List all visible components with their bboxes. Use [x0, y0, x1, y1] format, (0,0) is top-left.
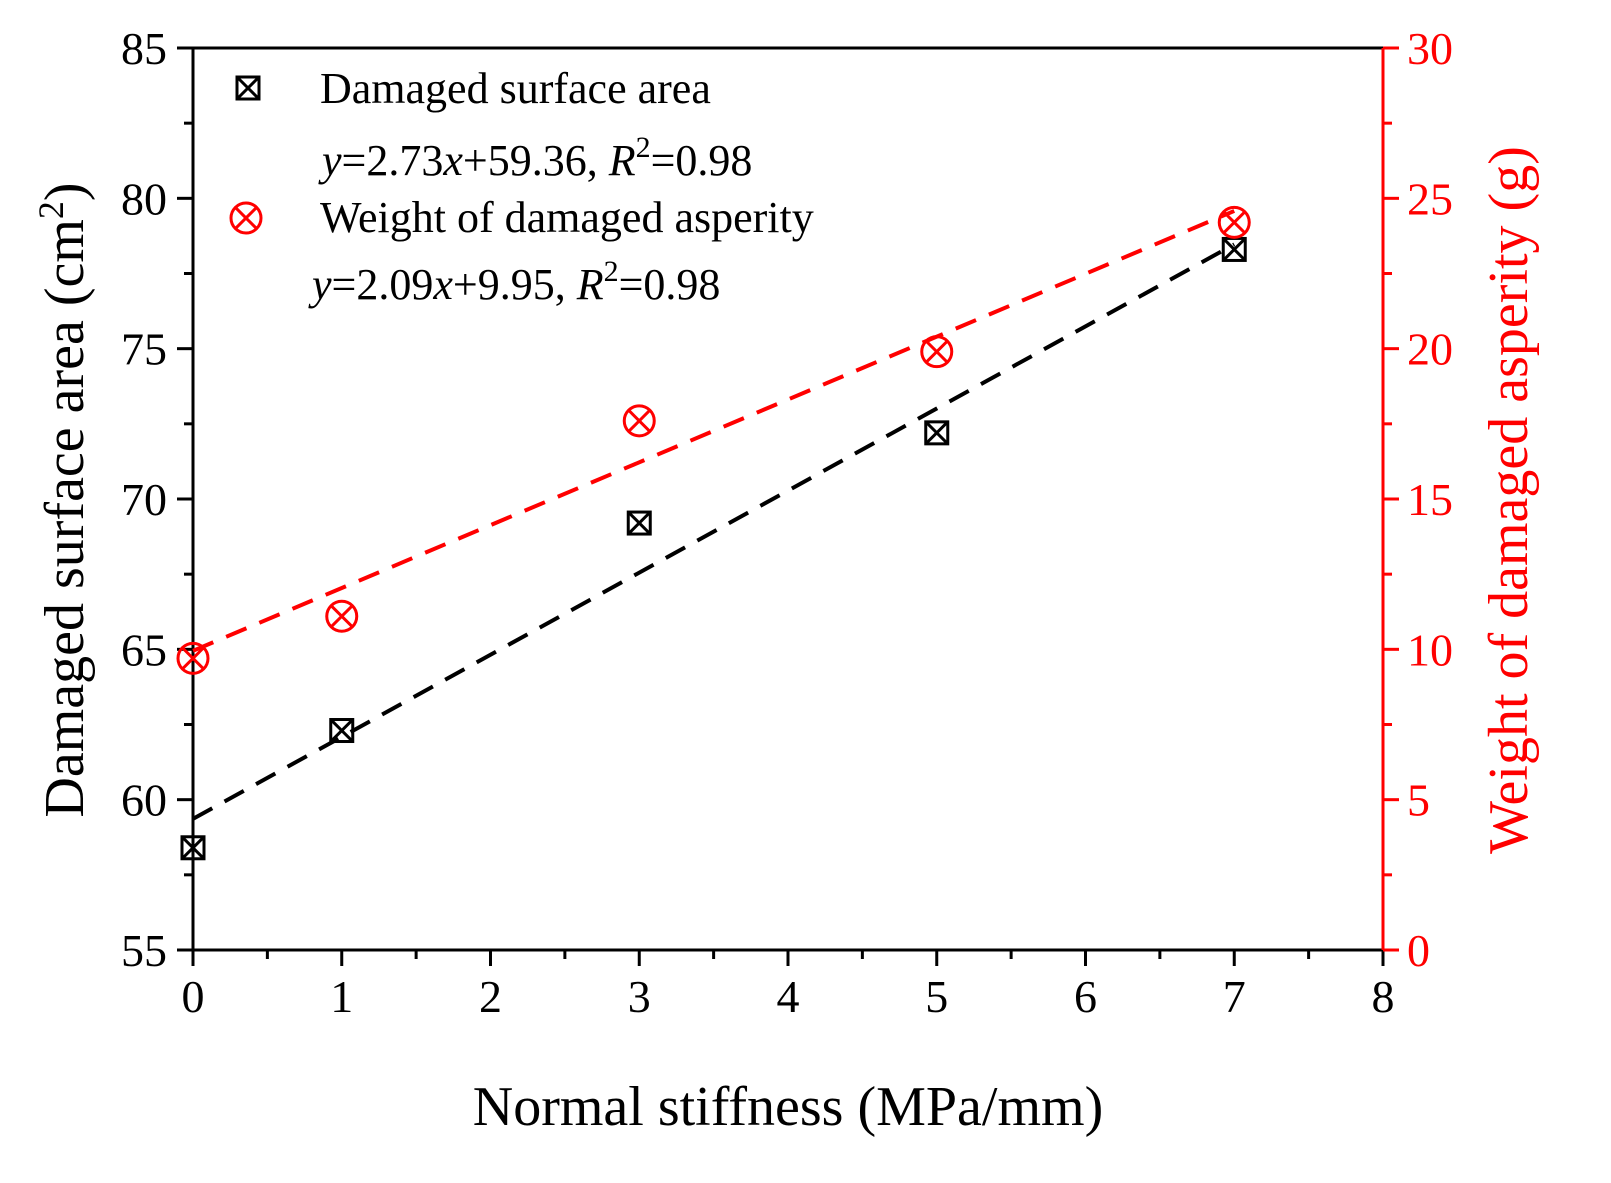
- y-left-axis: 55 60 65 70 75 80 85: [121, 23, 193, 976]
- x-tick-label: 2: [479, 971, 502, 1022]
- y-left-tick-label: 55: [121, 925, 167, 976]
- marker-circle: [920, 335, 954, 369]
- y-right-tick-label: 0: [1407, 925, 1430, 976]
- marker-circle: [229, 201, 263, 235]
- marker-circle: [622, 404, 656, 438]
- legend-equation-surface-area: y=2.73x+59.36, R2=0.98: [318, 131, 752, 185]
- y-left-tick-label: 60: [121, 775, 167, 826]
- legend-marker-weight: [229, 201, 263, 235]
- marker-circle: [1217, 205, 1251, 239]
- point-surface-area: [329, 718, 355, 744]
- x-tick-label: 3: [628, 971, 651, 1022]
- point-surface-area: [1221, 236, 1247, 262]
- x-tick-label: 4: [777, 971, 800, 1022]
- y-left-tick-label: 75: [121, 324, 167, 375]
- legend-label-surface-area: Damaged surface area: [320, 64, 711, 113]
- x-tick-label: 6: [1074, 971, 1097, 1022]
- y-left-tick-label: 70: [121, 474, 167, 525]
- y-left-tick-label: 80: [121, 173, 167, 224]
- marker-cross: [925, 340, 949, 364]
- marker-box: [329, 718, 355, 744]
- data-points: [176, 205, 1251, 861]
- y-right-tick-label: 15: [1407, 474, 1453, 525]
- y-right-tick-label: 25: [1407, 173, 1453, 224]
- y-right-axis-title: Weight of damaged asperity (g): [1478, 146, 1540, 854]
- y-right-tick-label: 5: [1407, 775, 1430, 826]
- marker-circle: [325, 599, 359, 633]
- point-weight: [1217, 205, 1251, 239]
- x-tick-label: 1: [330, 971, 353, 1022]
- x-tick-label: 0: [182, 971, 205, 1022]
- marker-box: [180, 835, 206, 861]
- point-weight: [176, 641, 210, 675]
- marker-box: [924, 420, 950, 446]
- y-right-axis: 0 5 10 15 20 25 30: [1383, 23, 1453, 976]
- x-tick-label: 8: [1372, 971, 1395, 1022]
- marker-cross: [329, 718, 354, 743]
- marker-cross: [181, 646, 205, 671]
- marker-cross: [1222, 210, 1246, 235]
- marker-box: [235, 75, 261, 101]
- y-left-tick-label: 65: [121, 624, 167, 675]
- fit-lines: [192, 209, 1236, 821]
- y-right-tick-label: 10: [1407, 624, 1453, 675]
- marker-circle: [176, 641, 210, 675]
- legend-label-weight: Weight of damaged asperity: [320, 193, 814, 242]
- marker-cross: [627, 409, 651, 433]
- fit-line-surface-area: [192, 242, 1236, 821]
- x-tick-label: 5: [925, 971, 948, 1022]
- x-tick-label: 7: [1223, 971, 1246, 1022]
- point-weight: [325, 599, 359, 633]
- marker-cross: [330, 604, 354, 628]
- point-weight: [920, 335, 954, 369]
- y-right-tick-label: 30: [1407, 23, 1453, 74]
- legend-equation-weight: y=2.09x+9.95, R2=0.98: [308, 255, 720, 309]
- marker-box: [626, 510, 652, 536]
- marker-cross: [235, 75, 261, 101]
- fit-line-weight: [192, 209, 1236, 653]
- marker-cross: [180, 835, 206, 860]
- y-left-axis-title: Damaged surface area (cm2): [31, 182, 96, 817]
- x-axis-title: Normal stiffness (MPa/mm): [473, 1076, 1103, 1138]
- y-left-tick-label: 85: [121, 23, 167, 74]
- x-axis: 0 1 2 3 4 5 6 7 8: [182, 950, 1395, 1022]
- marker-cross: [1222, 237, 1247, 262]
- marker-cross: [924, 420, 949, 445]
- marker-cross: [234, 206, 258, 230]
- point-surface-area: [180, 835, 206, 861]
- marker-cross: [627, 510, 652, 536]
- legend: Damaged surface area y=2.73x+59.36, R2=0.…: [229, 64, 814, 309]
- point-surface-area: [626, 510, 652, 536]
- point-surface-area: [924, 420, 950, 446]
- legend-marker-surface-area: [235, 75, 261, 101]
- point-weight: [622, 404, 656, 438]
- y-right-tick-label: 20: [1407, 324, 1453, 375]
